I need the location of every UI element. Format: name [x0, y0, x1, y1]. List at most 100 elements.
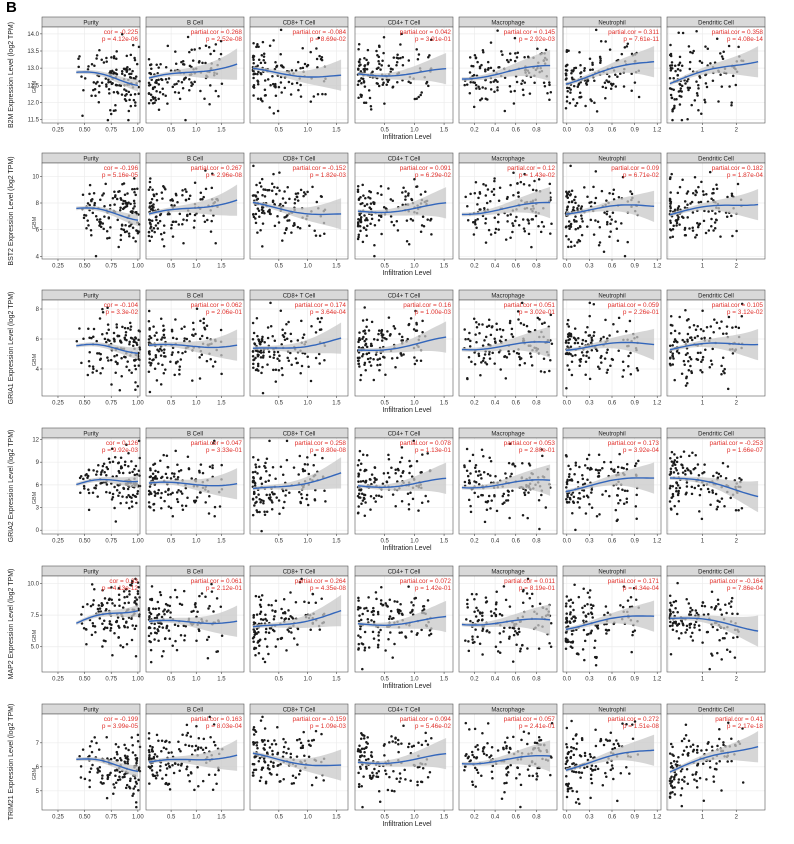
- data-point: [110, 383, 113, 386]
- data-point: [280, 91, 283, 94]
- stat-correlation: partial.cor = -0.084: [293, 29, 347, 36]
- data-point: [490, 499, 493, 502]
- data-point: [373, 244, 376, 247]
- data-point: [126, 626, 129, 629]
- data-point: [256, 510, 259, 514]
- data-point: [148, 335, 151, 338]
- data-point: [97, 90, 101, 94]
- data-point: [366, 218, 369, 222]
- data-point: [309, 379, 313, 383]
- y-tick-label: 8: [36, 201, 40, 207]
- data-point: [119, 467, 123, 470]
- data-point: [685, 79, 689, 83]
- data-point: [105, 473, 108, 477]
- data-point: [98, 607, 102, 610]
- data-point: [220, 82, 224, 86]
- x-tick-label: 1.0: [303, 128, 312, 134]
- data-point: [199, 191, 203, 195]
- data-point: [258, 612, 262, 616]
- data-point: [278, 354, 281, 358]
- data-point: [114, 103, 117, 107]
- data-point: [695, 30, 698, 33]
- data-point: [358, 224, 362, 228]
- data-point: [584, 331, 587, 334]
- data-point: [128, 342, 131, 346]
- data-point: [686, 351, 689, 355]
- data-point: [147, 493, 151, 496]
- data-point: [359, 635, 362, 639]
- data-point: [108, 339, 111, 342]
- data-point: [152, 509, 156, 512]
- x-tick-label: 1.2: [653, 539, 662, 545]
- data-point: [108, 461, 112, 464]
- data-point: [109, 626, 113, 630]
- data-point: [624, 330, 628, 333]
- data-point: [465, 83, 469, 86]
- data-point: [271, 82, 275, 86]
- data-point: [103, 626, 107, 629]
- data-point: [512, 102, 516, 105]
- data-point: [167, 487, 170, 491]
- data-point: [176, 624, 180, 628]
- x-tick-label: 1.00: [132, 128, 144, 134]
- data-point: [279, 309, 283, 313]
- data-point: [720, 320, 723, 323]
- data-point: [672, 224, 675, 227]
- data-point: [387, 458, 391, 461]
- data-point: [606, 348, 609, 351]
- data-point: [467, 337, 470, 341]
- data-point: [487, 324, 491, 328]
- data-point: [373, 224, 377, 227]
- data-point: [375, 67, 379, 71]
- data-point: [714, 492, 718, 496]
- data-point: [152, 227, 156, 230]
- data-point: [160, 476, 163, 480]
- data-point: [698, 510, 701, 513]
- data-point: [175, 491, 179, 494]
- data-point: [157, 83, 161, 86]
- stat-correlation: partial.cor = 0.061: [191, 578, 243, 585]
- data-point: [252, 640, 255, 643]
- data-point: [159, 593, 163, 597]
- data-point: [120, 356, 123, 360]
- data-point: [697, 473, 701, 477]
- data-point: [164, 187, 167, 191]
- data-point: [596, 220, 600, 224]
- data-point: [682, 450, 686, 453]
- data-point: [102, 619, 106, 622]
- data-point: [100, 604, 104, 608]
- data-point: [716, 476, 720, 479]
- data-point: [698, 59, 702, 63]
- x-tick-label: 0.5: [275, 264, 284, 270]
- data-point: [356, 608, 360, 611]
- data-point: [508, 84, 512, 88]
- data-point: [583, 66, 586, 70]
- data-point: [101, 194, 104, 197]
- data-point: [734, 509, 738, 512]
- data-point: [128, 340, 131, 344]
- data-point: [375, 82, 379, 85]
- data-point: [359, 606, 362, 610]
- data-point: [261, 222, 265, 225]
- data-point: [176, 201, 179, 204]
- data-point: [136, 492, 139, 496]
- data-point: [362, 496, 366, 500]
- data-point: [672, 77, 675, 80]
- data-point: [565, 208, 569, 211]
- data-point: [111, 492, 115, 496]
- data-point: [137, 45, 141, 49]
- data-point: [365, 345, 369, 349]
- data-point: [155, 379, 159, 382]
- data-point: [161, 336, 164, 339]
- data-point: [166, 44, 170, 48]
- data-point: [166, 465, 169, 469]
- data-point: [180, 60, 183, 64]
- data-point: [710, 217, 713, 221]
- data-point: [573, 220, 576, 223]
- panel-border: [41, 26, 141, 124]
- data-point: [356, 222, 360, 226]
- data-point: [407, 585, 410, 588]
- data-point: [261, 391, 265, 395]
- x-tick-label: 0.4: [491, 264, 500, 270]
